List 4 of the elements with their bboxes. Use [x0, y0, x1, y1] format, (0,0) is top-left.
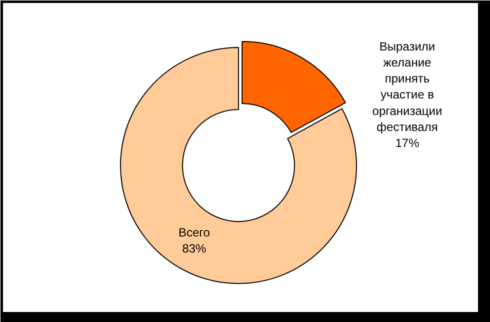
- slice-label: Всего: [178, 225, 210, 240]
- data-label: 83%: [182, 241, 207, 256]
- slice-label: Выразили желание принять участие в организации фестиваля: [372, 39, 442, 134]
- data-label: 17%: [395, 136, 420, 150]
